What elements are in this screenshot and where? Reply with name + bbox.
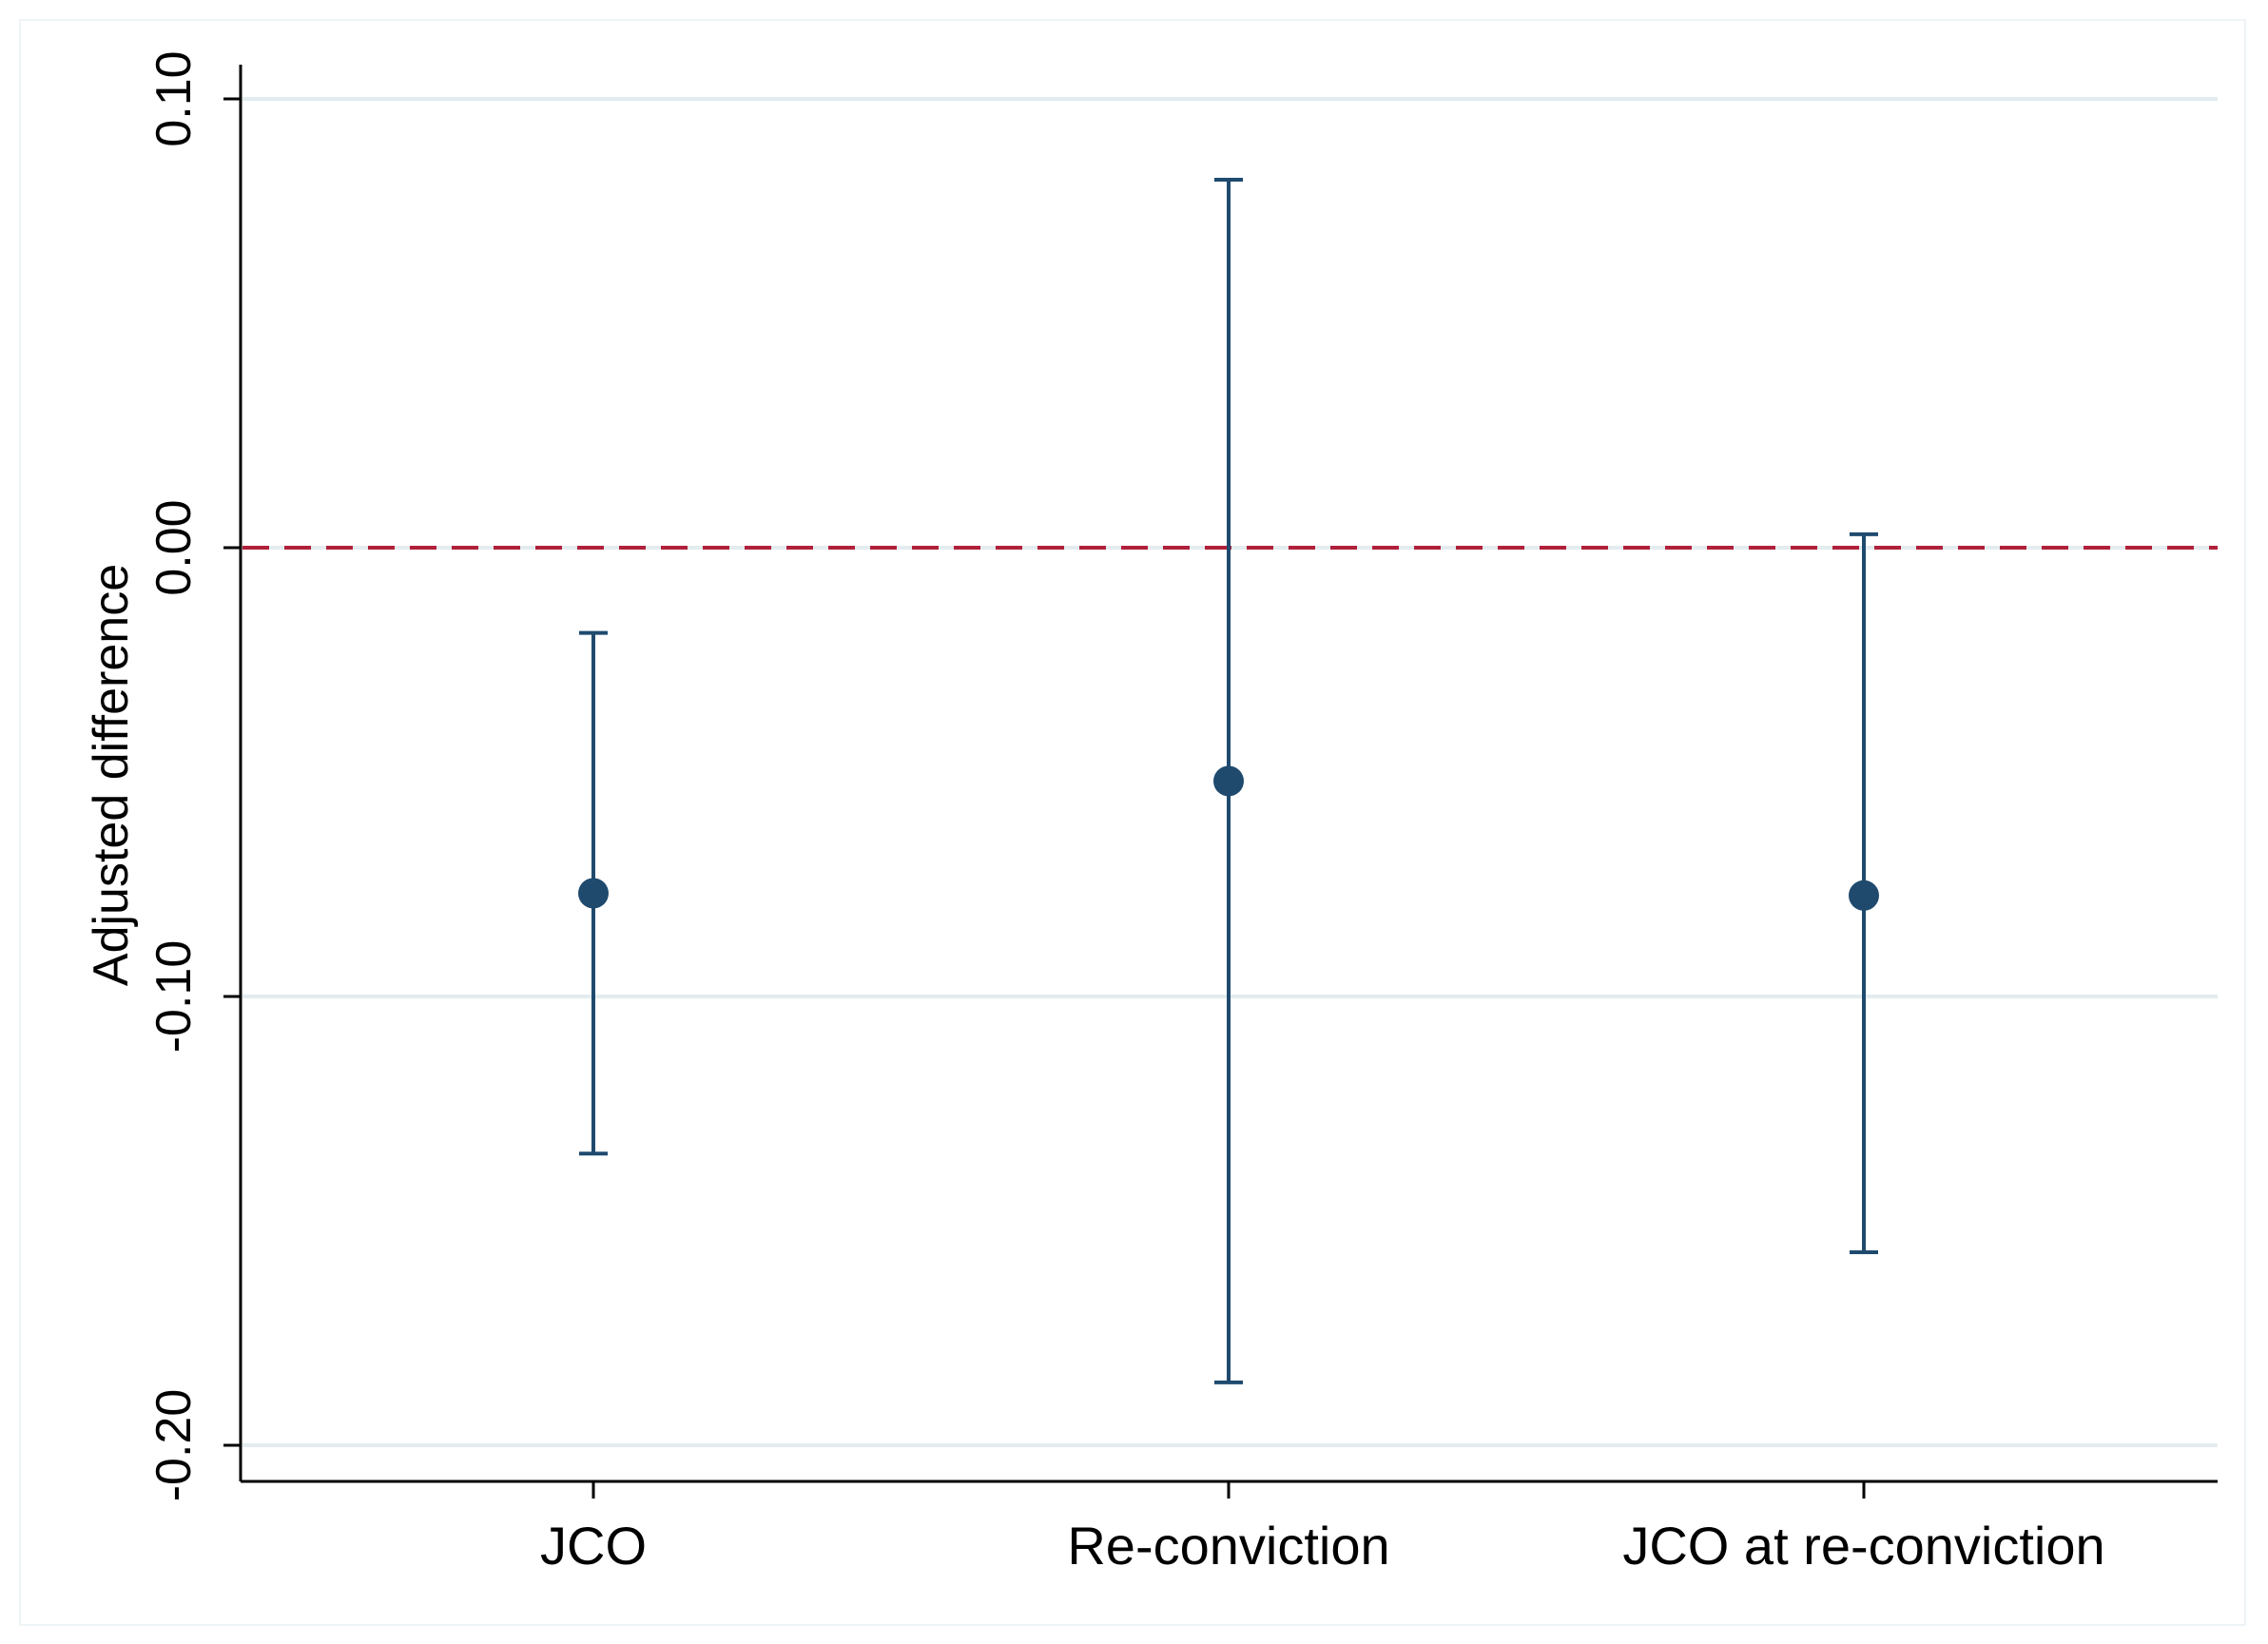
point-estimate [1213, 765, 1244, 797]
series-layer [578, 177, 1879, 1384]
x-tick-label: JCO at re-conviction [1622, 1516, 2104, 1576]
y-tick-label: -0.20 [146, 1389, 202, 1502]
y-ticks: 0.10 0.00 -0.10 -0.20 [146, 50, 241, 1501]
x-ticks: JCO Re-conviction JCO at re-conviction [540, 1481, 2105, 1576]
chart-frame [19, 19, 2246, 1626]
y-tick-label: 0.00 [146, 499, 202, 595]
y-tick-label: 0.10 [146, 50, 202, 146]
x-tick-label: Re-conviction [1067, 1516, 1389, 1576]
point-estimate [1849, 880, 1879, 911]
point-estimate [578, 878, 609, 909]
y-axis-label: Adjusted difference [84, 564, 139, 986]
x-tick-label: JCO [540, 1516, 647, 1576]
y-tick-label: -0.10 [146, 940, 202, 1054]
